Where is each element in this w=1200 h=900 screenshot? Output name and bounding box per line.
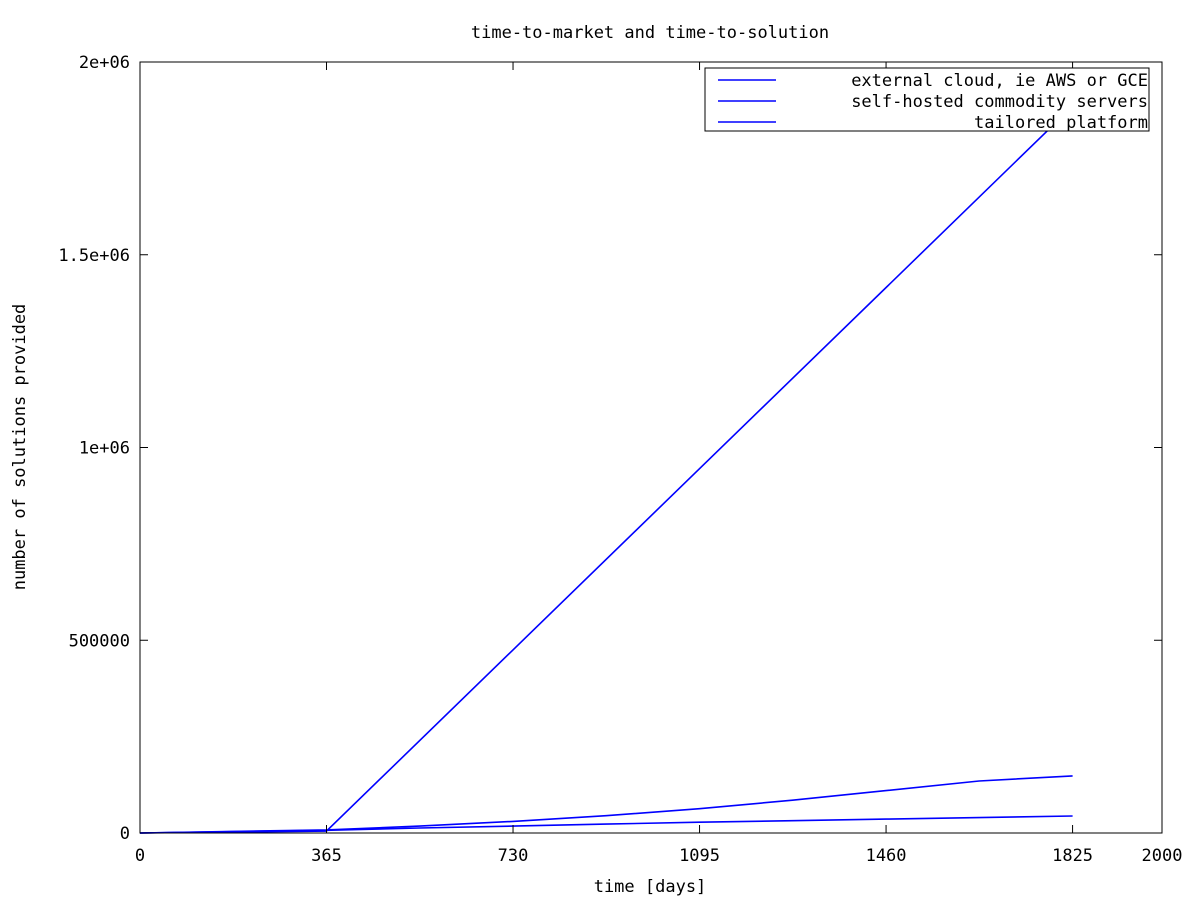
series-line-3 [139, 105, 1074, 834]
plot-series-group [139, 105, 1074, 834]
y-axis: 0 500000 1e+06 1.5e+06 2e+06 [58, 53, 1162, 844]
y-axis-label: number of solutions provided [10, 304, 30, 591]
series-line-1 [139, 775, 1073, 834]
chart-title: time-to-market and time-to-solution [471, 23, 829, 43]
x-tick-label: 1460 [866, 846, 907, 866]
y-tick-label: 0 [120, 824, 130, 844]
legend: external cloud, ie AWS or GCEself-hosted… [704, 67, 1150, 133]
y-tick-label: 1e+06 [79, 439, 130, 459]
legend-box [704, 67, 1150, 132]
legend-label-3: tailored platform [974, 113, 1148, 133]
x-tick-label: 0 [135, 846, 145, 866]
legend-label-1: external cloud, ie AWS or GCE [851, 71, 1148, 91]
x-tick-label: 730 [498, 846, 529, 866]
x-tick-label: 1825 [1052, 846, 1093, 866]
x-tick-label: 2000 [1142, 846, 1183, 866]
series-line-2 [139, 815, 1073, 834]
y-tick-label: 2e+06 [79, 53, 130, 73]
x-axis: 0 365 730 1095 1460 1825 2000 [135, 62, 1183, 866]
x-tick-label: 1095 [679, 846, 720, 866]
y-tick-label: 500000 [69, 631, 130, 651]
legend-label-2: self-hosted commodity servers [851, 92, 1148, 112]
x-tick-label: 365 [311, 846, 342, 866]
plot-frame [139, 61, 1163, 834]
x-axis-label: time [days] [594, 877, 707, 897]
y-tick-label: 1.5e+06 [58, 246, 130, 266]
